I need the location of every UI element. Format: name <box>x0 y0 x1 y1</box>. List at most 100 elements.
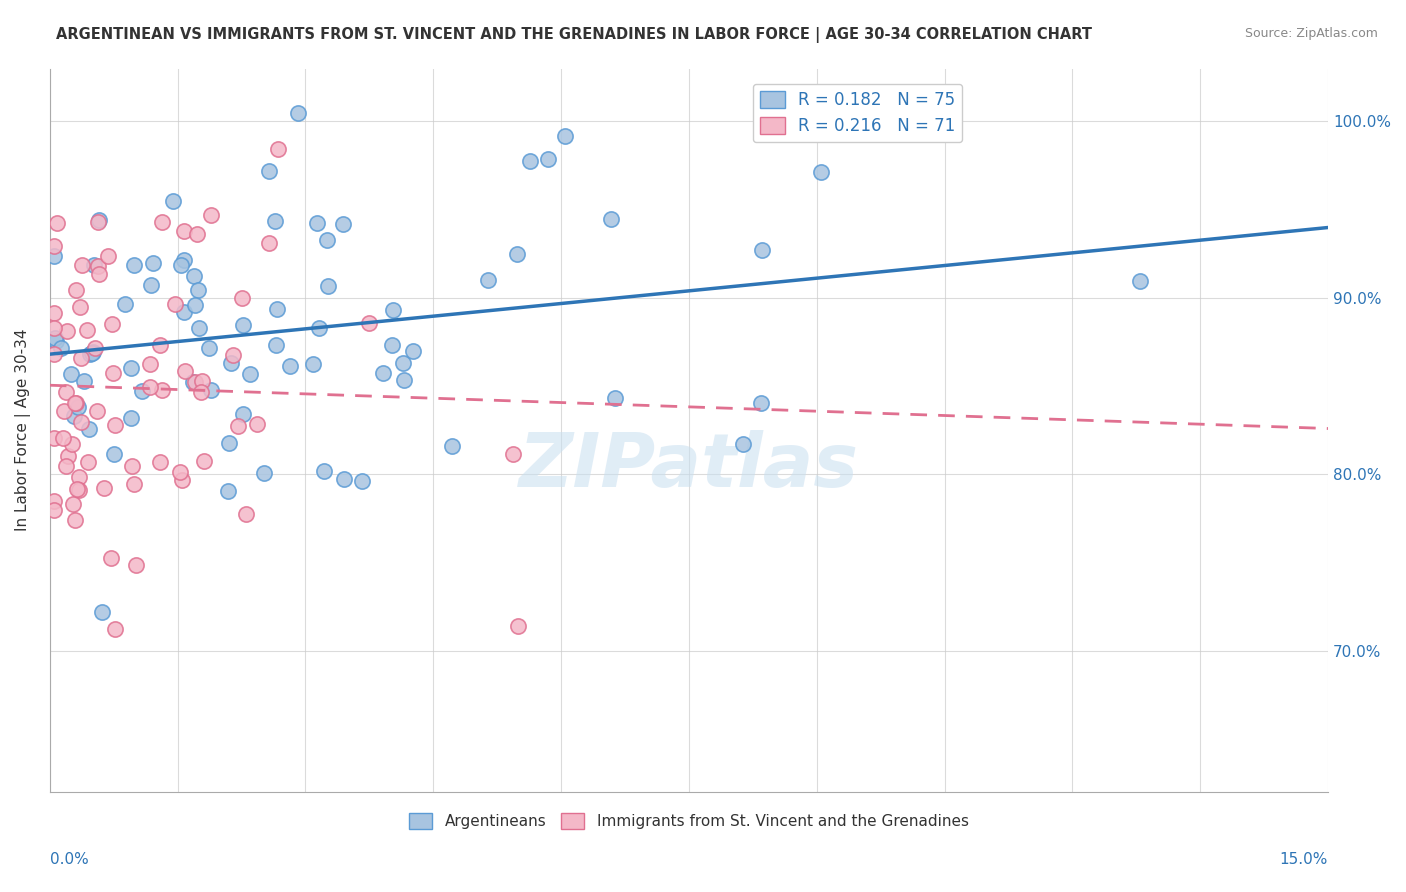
Point <box>186 227 208 241</box>
Point <box>150 215 173 229</box>
Point <box>191 375 214 389</box>
Point <box>122 258 145 272</box>
Point <box>170 473 193 487</box>
Point <box>232 408 254 422</box>
Point <box>751 244 773 258</box>
Text: 15.0%: 15.0% <box>1279 852 1329 867</box>
Text: ZIPatlas: ZIPatlas <box>519 430 859 503</box>
Point <box>114 297 136 311</box>
Point <box>506 247 529 261</box>
Point <box>65 513 87 527</box>
Point <box>173 252 195 267</box>
Point <box>69 301 91 315</box>
Point <box>169 465 191 479</box>
Point <box>65 396 87 410</box>
Point <box>184 375 207 389</box>
Point <box>77 422 100 436</box>
Point <box>42 503 65 517</box>
Point <box>42 250 65 264</box>
Point <box>62 497 84 511</box>
Point <box>49 341 72 355</box>
Point <box>264 214 287 228</box>
Point <box>231 291 253 305</box>
Point <box>131 384 153 398</box>
Point <box>42 306 65 320</box>
Point <box>183 269 205 284</box>
Point <box>120 410 142 425</box>
Point <box>87 259 110 273</box>
Point <box>142 256 165 270</box>
Point <box>60 437 83 451</box>
Point <box>200 384 222 398</box>
Point <box>264 337 287 351</box>
Point <box>120 361 142 376</box>
Point <box>193 454 215 468</box>
Point <box>67 400 90 414</box>
Point <box>162 194 184 208</box>
Point <box>103 418 125 433</box>
Point <box>280 359 302 374</box>
Point <box>124 477 146 491</box>
Point <box>381 338 404 352</box>
Point <box>350 475 373 489</box>
Point <box>218 435 240 450</box>
Point <box>371 367 394 381</box>
Point <box>60 367 83 381</box>
Point <box>70 416 93 430</box>
Point <box>46 215 69 229</box>
Point <box>267 142 290 156</box>
Y-axis label: In Labor Force | Age 30-34: In Labor Force | Age 30-34 <box>15 329 31 532</box>
Point <box>82 344 104 359</box>
Text: Source: ZipAtlas.com: Source: ZipAtlas.com <box>1244 27 1378 40</box>
Point <box>87 215 110 229</box>
Point <box>86 404 108 418</box>
Point <box>508 619 530 633</box>
Point <box>308 321 330 335</box>
Point <box>55 385 77 400</box>
Point <box>70 351 93 366</box>
Point <box>392 373 415 387</box>
Point <box>519 154 541 169</box>
Point <box>170 258 193 272</box>
Point <box>221 348 243 362</box>
Point <box>173 364 195 378</box>
Point <box>259 236 281 251</box>
Point <box>599 212 621 227</box>
Point <box>188 320 211 334</box>
Point <box>152 383 174 397</box>
Point <box>332 217 354 231</box>
Point <box>749 396 772 410</box>
Point <box>52 431 75 445</box>
Point <box>97 249 120 263</box>
Point <box>93 481 115 495</box>
Point <box>73 374 96 388</box>
Point <box>181 375 204 389</box>
Point <box>305 216 328 230</box>
Point <box>502 447 524 461</box>
Point <box>217 484 239 499</box>
Point <box>77 455 100 469</box>
Point <box>103 447 125 461</box>
Point <box>198 341 221 355</box>
Point <box>253 466 276 480</box>
Point <box>605 392 627 406</box>
Point <box>101 317 124 331</box>
Point <box>67 470 90 484</box>
Point <box>382 303 405 318</box>
Point <box>138 357 160 371</box>
Point <box>42 493 65 508</box>
Point <box>83 258 105 272</box>
Point <box>67 483 90 497</box>
Point <box>184 298 207 312</box>
Point <box>477 273 499 287</box>
Point <box>44 331 66 345</box>
Point <box>76 323 98 337</box>
Point <box>235 507 257 521</box>
Point <box>731 437 754 451</box>
Legend: Argentineans, Immigrants from St. Vincent and the Grenadines: Argentineans, Immigrants from St. Vincen… <box>404 806 974 835</box>
Point <box>70 258 93 272</box>
Point <box>149 455 172 469</box>
Point <box>232 318 254 333</box>
Point <box>42 431 65 445</box>
Point <box>55 458 77 473</box>
